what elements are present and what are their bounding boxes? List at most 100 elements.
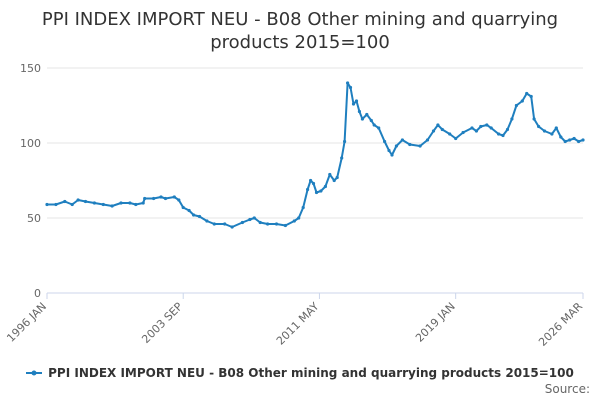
data-point bbox=[332, 178, 336, 183]
data-point bbox=[568, 138, 572, 142]
x-tick-label: 1996 JAN bbox=[4, 300, 49, 345]
data-point bbox=[63, 199, 67, 204]
data-point bbox=[230, 225, 234, 229]
data-point bbox=[177, 198, 181, 202]
x-tick-label: 2011 MAY bbox=[274, 300, 322, 348]
data-point bbox=[365, 112, 369, 117]
data-point bbox=[505, 127, 510, 132]
data-point bbox=[383, 139, 387, 144]
data-point bbox=[525, 91, 529, 96]
data-point bbox=[448, 132, 452, 136]
data-point bbox=[134, 202, 138, 207]
data-point bbox=[70, 202, 74, 207]
chart-legend[interactable]: PPI INDEX IMPORT NEU - B08 Other mining … bbox=[0, 365, 600, 381]
data-point bbox=[45, 202, 49, 207]
data-point bbox=[101, 202, 105, 207]
data-point bbox=[577, 139, 581, 144]
x-tick-label: 2003 SEP bbox=[139, 300, 185, 346]
data-point bbox=[181, 205, 185, 210]
chart-title: PPI INDEX IMPORT NEU - B08 Other mining … bbox=[0, 8, 600, 54]
data-point bbox=[418, 144, 422, 148]
data-point bbox=[92, 201, 96, 205]
data-point bbox=[335, 175, 339, 180]
data-point bbox=[119, 201, 123, 205]
data-point bbox=[559, 135, 563, 139]
data-point bbox=[54, 202, 58, 207]
data-point bbox=[369, 118, 373, 123]
data-point bbox=[306, 187, 310, 192]
data-point bbox=[554, 126, 558, 130]
data-point bbox=[283, 223, 287, 228]
data-point bbox=[258, 220, 262, 225]
series-line bbox=[46, 82, 584, 228]
data-point bbox=[141, 201, 145, 205]
data-point bbox=[340, 156, 344, 160]
data-point bbox=[550, 132, 554, 136]
data-point bbox=[360, 117, 364, 121]
data-point bbox=[485, 123, 489, 127]
data-point bbox=[346, 81, 350, 85]
data-point bbox=[212, 222, 216, 226]
data-point bbox=[563, 139, 567, 144]
data-point bbox=[159, 195, 163, 199]
chart-title-line-1: PPI INDEX IMPORT NEU - B08 Other mining … bbox=[41, 9, 559, 30]
data-point bbox=[309, 178, 313, 183]
data-point bbox=[532, 117, 536, 121]
data-point bbox=[400, 138, 404, 142]
data-point bbox=[461, 130, 465, 135]
data-point bbox=[479, 124, 483, 129]
data-point bbox=[354, 99, 359, 103]
data-point bbox=[351, 102, 356, 106]
data-point bbox=[240, 220, 244, 225]
data-point bbox=[319, 189, 323, 193]
data-point bbox=[163, 196, 168, 201]
data-point bbox=[152, 196, 156, 201]
data-point bbox=[520, 99, 524, 103]
data-point bbox=[252, 216, 256, 220]
data-point bbox=[537, 124, 541, 129]
data-point bbox=[192, 213, 196, 217]
legend-label: PPI INDEX IMPORT NEU - B08 Other mining … bbox=[48, 366, 574, 380]
data-point bbox=[394, 144, 398, 148]
data-point bbox=[489, 126, 493, 130]
y-tick-label: 100 bbox=[20, 137, 41, 150]
data-point bbox=[377, 126, 381, 130]
data-point bbox=[474, 129, 478, 133]
data-point bbox=[514, 103, 519, 108]
data-point bbox=[470, 126, 474, 130]
data-point bbox=[187, 208, 191, 213]
data-point bbox=[110, 204, 114, 208]
data-point bbox=[205, 219, 209, 223]
y-tick-label: 50 bbox=[27, 212, 41, 225]
data-point bbox=[83, 199, 88, 204]
data-point bbox=[223, 222, 227, 226]
data-point bbox=[581, 138, 585, 142]
data-point bbox=[408, 142, 412, 147]
data-point bbox=[510, 117, 514, 121]
data-point bbox=[297, 216, 301, 220]
data-point bbox=[542, 129, 547, 133]
data-point bbox=[266, 222, 270, 226]
data-point bbox=[529, 94, 533, 99]
data-point bbox=[390, 153, 394, 157]
data-point bbox=[301, 205, 305, 210]
y-tick-label: 0 bbox=[34, 287, 41, 300]
data-point bbox=[348, 85, 353, 90]
data-point bbox=[372, 123, 376, 127]
data-point bbox=[572, 136, 576, 141]
data-point bbox=[425, 138, 430, 142]
data-point bbox=[248, 217, 252, 222]
data-point bbox=[454, 136, 458, 141]
data-point bbox=[497, 132, 501, 136]
data-point bbox=[431, 129, 436, 133]
data-point bbox=[197, 214, 202, 219]
source-label: Source: bbox=[544, 382, 590, 396]
y-tick-label: 150 bbox=[20, 62, 41, 75]
legend-marker-icon bbox=[26, 370, 43, 376]
data-point bbox=[292, 219, 296, 223]
x-tick-label: 2026 MAR bbox=[536, 300, 585, 349]
data-point bbox=[440, 127, 444, 132]
data-point bbox=[357, 109, 361, 114]
